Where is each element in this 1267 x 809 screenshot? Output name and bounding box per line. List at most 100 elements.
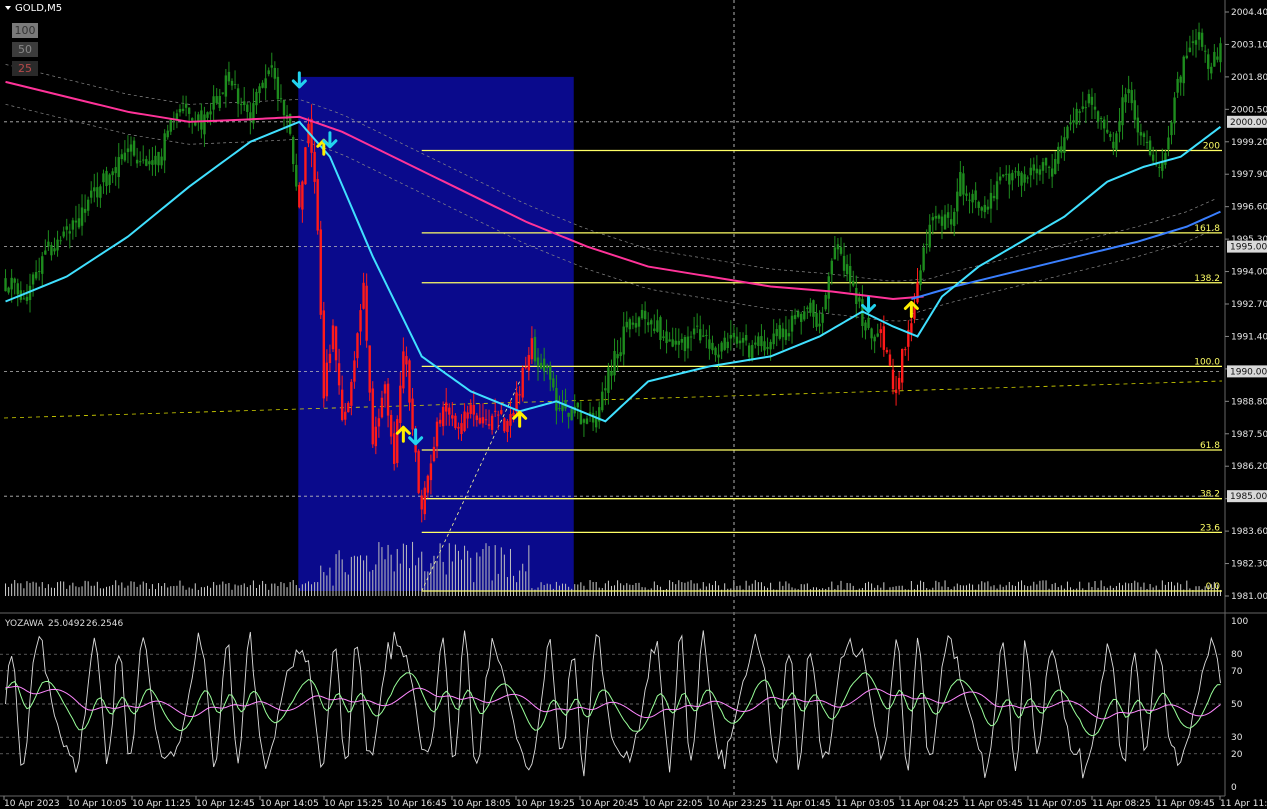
oscillator-tick-label: 70 (1231, 667, 1243, 677)
candle-body (246, 104, 249, 112)
oscillator-signal-line (5, 672, 1221, 737)
candle-body (270, 65, 273, 68)
candle-body (435, 421, 439, 447)
lookback-button-50[interactable]: 50 (12, 42, 38, 57)
candle-body (1121, 97, 1124, 126)
candle-body (1191, 41, 1195, 43)
candle-body (919, 270, 922, 285)
candle-body (778, 325, 781, 339)
price-tick-label: 1995.30 (1231, 235, 1267, 245)
candle-body (90, 190, 93, 198)
candle-body (506, 420, 509, 433)
candle-body (117, 157, 120, 178)
candle-body (1133, 100, 1136, 120)
signal-arrow-shape (512, 410, 528, 428)
candle-body (665, 331, 668, 344)
candle-body (1084, 107, 1088, 109)
time-tick-label: 11 Apr 03:05 (836, 799, 895, 809)
candle-body (1130, 90, 1133, 104)
candle-body (1001, 174, 1005, 177)
candle-body (454, 415, 457, 428)
fibo-trend-line (421, 381, 521, 592)
price-tick-label: 1991.40 (1231, 332, 1267, 342)
candle-body (931, 217, 935, 221)
candle-body (298, 184, 301, 208)
lookback-label-50: 50 (18, 43, 32, 56)
candle-body (126, 148, 130, 153)
candle-body (818, 323, 821, 327)
candle-body (1219, 43, 1222, 63)
oscillator-fast-line (5, 630, 1221, 779)
price-tick-label: 1994.00 (1231, 268, 1267, 278)
candle-body (22, 298, 26, 300)
candle-body (876, 333, 879, 337)
candle-body (68, 231, 71, 234)
candle-body (803, 311, 806, 320)
price-tick-label: 1987.50 (1231, 430, 1267, 440)
candle-body (457, 426, 460, 429)
candle-body (662, 336, 665, 339)
candle-body (500, 410, 503, 414)
candle-body (674, 340, 677, 345)
candle-body (386, 383, 390, 416)
candle-body (542, 358, 546, 372)
time-tick-label: 10 Apr 20:45 (580, 799, 639, 809)
trend-dashed-line (3, 380, 1223, 419)
candle-body (619, 352, 622, 357)
candle-body (738, 340, 742, 344)
candle-body (622, 326, 625, 355)
lookback-button-100[interactable]: 100 (12, 23, 38, 38)
candle-body (135, 159, 139, 164)
candle-body (1124, 94, 1127, 103)
candle-body (56, 239, 59, 251)
candle-body (331, 325, 335, 350)
candle-body (512, 412, 515, 417)
chevron-down-icon[interactable] (5, 6, 11, 10)
candle-body (344, 411, 347, 420)
candle-body (735, 336, 739, 344)
candle-body (858, 297, 861, 302)
candle-body (362, 282, 365, 309)
candle-body (1115, 133, 1118, 150)
price-level-tag (1227, 490, 1267, 503)
candle-body (1197, 32, 1201, 40)
candle-body (1200, 32, 1204, 47)
candle-body (368, 345, 371, 393)
candle-body (1041, 162, 1045, 171)
candle-body (1026, 177, 1029, 179)
candle-body (1029, 167, 1032, 176)
candle-body (490, 415, 494, 430)
price-tick-label: 1992.70 (1231, 300, 1267, 310)
candle-body (640, 309, 644, 319)
candle-body (451, 415, 454, 419)
candle-body (650, 320, 653, 325)
candle-body (1014, 171, 1017, 173)
candle-body (781, 328, 785, 338)
candle-body (763, 341, 766, 351)
candle-body (1207, 54, 1210, 69)
candle-body (212, 96, 215, 110)
symbol-title[interactable]: GOLD,M5 (5, 3, 62, 14)
lookback-button-25[interactable]: 25 (12, 61, 38, 76)
candle-body (233, 84, 237, 86)
candle-body (25, 296, 29, 301)
candle-body (1185, 55, 1189, 59)
candle-body (1182, 56, 1185, 84)
candle-body (940, 216, 944, 226)
candle-body (515, 392, 518, 412)
candle-body (325, 362, 329, 397)
candle-body (423, 487, 426, 515)
candle-body (956, 191, 959, 212)
time-tick-label: 10 Apr 2023 (4, 799, 60, 809)
candle-body (1072, 120, 1075, 123)
indicator-value-2: 26.2546 (86, 619, 123, 629)
candle-body (47, 241, 50, 247)
candle-body (484, 419, 488, 421)
envelope-lower (5, 104, 924, 322)
candle-body (925, 243, 928, 245)
candle-body (536, 357, 540, 367)
candle-body (625, 321, 628, 328)
candle-body (983, 204, 987, 213)
candle-body (653, 328, 656, 331)
candle-body (154, 155, 157, 165)
